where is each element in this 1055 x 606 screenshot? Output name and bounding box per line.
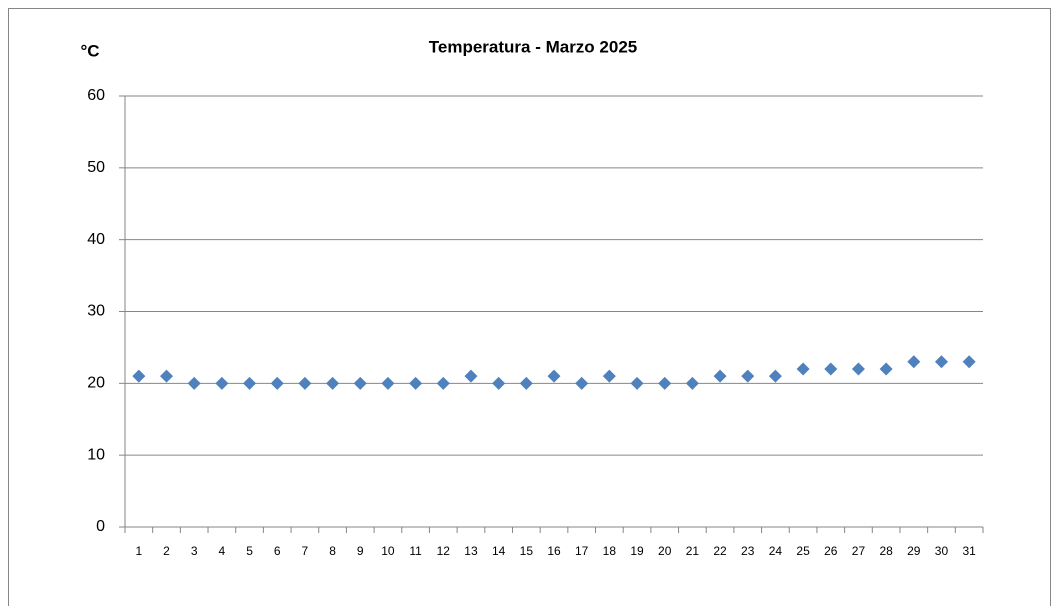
marker	[934, 355, 948, 369]
marker	[326, 376, 340, 390]
x-tick-label: 25	[796, 544, 810, 558]
y-tick-label: 40	[87, 231, 105, 248]
x-tick-label: 23	[741, 544, 755, 558]
x-tick-label: 15	[520, 544, 534, 558]
marker	[658, 376, 672, 390]
marker	[851, 362, 865, 376]
marker	[796, 362, 810, 376]
marker	[160, 369, 174, 383]
y-tick-label: 50	[87, 159, 105, 176]
x-tick-label: 1	[135, 544, 142, 558]
marker	[879, 362, 893, 376]
marker	[187, 376, 201, 390]
marker	[215, 376, 229, 390]
x-tick-label: 6	[274, 544, 281, 558]
x-tick-label: 19	[630, 544, 644, 558]
marker	[768, 369, 782, 383]
x-tick-label: 31	[962, 544, 976, 558]
marker	[492, 376, 506, 390]
x-tick-label: 8	[329, 544, 336, 558]
x-tick-label: 20	[658, 544, 672, 558]
marker	[630, 376, 644, 390]
x-tick-label: 3	[191, 544, 198, 558]
x-tick-label: 29	[907, 544, 921, 558]
marker	[685, 376, 699, 390]
marker	[436, 376, 450, 390]
y-tick-label: 0	[96, 518, 105, 535]
x-tick-label: 27	[852, 544, 866, 558]
x-tick-label: 24	[769, 544, 783, 558]
x-tick-label: 5	[246, 544, 253, 558]
x-tick-label: 10	[381, 544, 395, 558]
marker	[243, 376, 257, 390]
marker	[741, 369, 755, 383]
marker	[381, 376, 395, 390]
marker	[409, 376, 423, 390]
x-tick-label: 14	[492, 544, 506, 558]
marker	[575, 376, 589, 390]
marker	[132, 369, 146, 383]
x-tick-label: 2	[163, 544, 170, 558]
x-tick-label: 26	[824, 544, 838, 558]
marker	[298, 376, 312, 390]
y-tick-label: 60	[87, 87, 105, 104]
marker	[602, 369, 616, 383]
marker	[519, 376, 533, 390]
x-tick-label: 21	[686, 544, 700, 558]
y-axis-label: °C	[80, 41, 99, 60]
marker	[464, 369, 478, 383]
marker	[547, 369, 561, 383]
x-tick-label: 7	[302, 544, 309, 558]
x-tick-label: 9	[357, 544, 364, 558]
marker	[353, 376, 367, 390]
x-tick-label: 16	[547, 544, 561, 558]
y-tick-label: 10	[87, 446, 105, 463]
chart-title: Temperatura - Marzo 2025	[429, 37, 637, 56]
x-tick-label: 30	[935, 544, 949, 558]
x-tick-label: 17	[575, 544, 589, 558]
y-tick-label: 30	[87, 303, 105, 320]
chart-frame	[8, 8, 1051, 606]
x-tick-label: 22	[713, 544, 727, 558]
marker	[907, 355, 921, 369]
x-tick-label: 4	[219, 544, 226, 558]
x-tick-label: 13	[464, 544, 478, 558]
x-tick-label: 18	[603, 544, 617, 558]
x-tick-label: 28	[879, 544, 893, 558]
x-tick-label: 11	[409, 544, 422, 558]
marker	[270, 376, 284, 390]
marker	[824, 362, 838, 376]
marker	[713, 369, 727, 383]
y-tick-label: 20	[87, 375, 105, 392]
marker	[962, 355, 976, 369]
x-tick-label: 12	[437, 544, 451, 558]
